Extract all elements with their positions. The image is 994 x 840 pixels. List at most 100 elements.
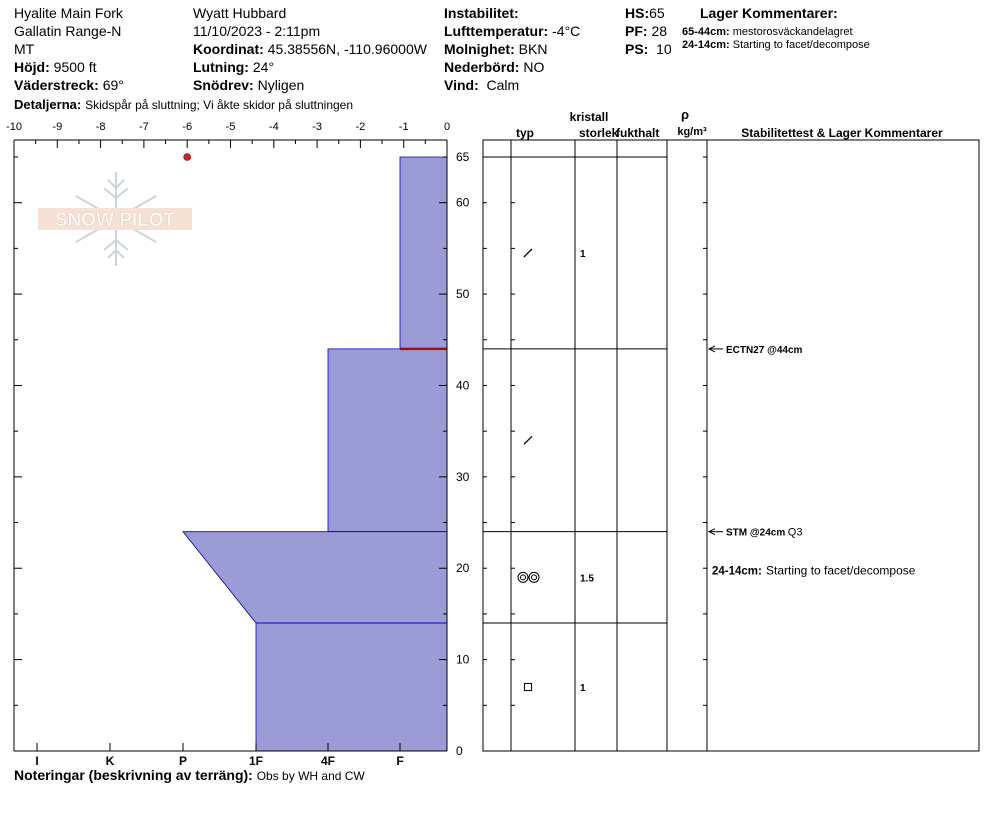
hardness-label: F [396,754,403,768]
rounded-grain-icon [520,574,526,581]
logo-text: SNOW PILOT [55,210,176,231]
hardness-layers [182,156,448,752]
temp-tick-label: -7 [139,121,149,133]
elevation-label: Höjd: [14,59,50,75]
slope-row: Lutning: 24° [193,59,274,75]
stability-header: Stabilitettest & Lager Kommentarer [741,126,943,140]
grid-frame [482,139,980,752]
layer-comment-text: mestorosväckandelagret [732,26,853,38]
notes-value: Obs by WH and CW [256,769,365,783]
coordinate-value: 45.38556N, -110.96000W [267,41,427,57]
temp-tick-label: -1 [399,121,409,133]
crystal-size-label: 1 [580,683,586,694]
test-arrow-head [707,528,716,536]
notes-label: Noteringar (beskrivning av terräng): [14,767,253,783]
precip-row: Nederbörd: NO [444,59,544,75]
density-symbol: ρ [681,107,689,122]
test-arrow-head [707,345,716,353]
rounded-grain-icon [517,571,529,583]
layer-comment-text: Starting to facet/decompose [732,39,870,51]
elevation-row: Höjd: 9500 ft [14,59,96,75]
hardness-label: P [179,754,187,768]
sky-row: Molnighet: BKN [444,41,547,57]
temp-tick-label: -6 [182,121,192,133]
type-header: typ [516,126,534,140]
rounded-grain-icon [531,574,537,581]
height-tick-label: 40 [456,378,470,392]
aspect-label: Väderstreck: [14,77,99,93]
temp-tick-label: -4 [269,121,279,133]
details-label: Detaljerna: [14,97,82,112]
coordinate-label: Koordinat: [193,41,264,57]
airtemp-value: -4°C [552,23,581,39]
pf-value: 28 [651,23,668,39]
ps-value: 10 [656,41,672,57]
hardness-label: 4F [321,754,335,768]
sky-label: Molnighet: [444,41,515,57]
hardness-label: I [35,754,38,768]
faceted-crystal-icon [524,683,532,692]
test-label: STM @24cm [726,528,785,539]
layer-comment-range: 24-14cm: [682,39,730,51]
height-tick-label: 10 [456,653,470,667]
airtemp-label: Lufttemperatur: [444,23,549,39]
temp-tick-label: -8 [96,121,106,133]
layer-comment-1: 65-44cm: mestorosväckandelagret [682,24,853,40]
slope-label: Lutning: [193,59,249,75]
airtemp-row: Lufttemperatur: -4°C [444,23,580,39]
stability-tests: ECTN27 @44cm STM @24cm Q3 24-14cm: Starting … [707,345,916,577]
hardness-layer [327,348,448,533]
drift-row: Snödrev: Nyligen [193,77,304,93]
moisture-header: fukthalt [616,126,659,140]
layer-grid: 11.51 [482,139,980,752]
hs-value: 65 [649,5,665,21]
hs-row: HS:65 [625,5,665,21]
pf-label: PF: [625,23,648,39]
coordinate-row: Koordinat: 45.38556N, -110.96000W [193,41,427,57]
hardness-label: K [106,754,115,768]
temp-tick-label: -5 [226,121,236,133]
hardness-label: 1F [249,754,263,768]
drift-label: Snödrev: [193,77,254,93]
hs-label: HS: [625,5,650,21]
ps-row: PS: 10 [625,41,672,57]
layer-comments-title: Lager Kommentarer: [700,5,838,21]
details-row: Detaljerna: Skidspår på sluttning; Vi åk… [14,96,353,113]
observer-name: Wyatt Hubbard [193,5,287,21]
temp-tick-label: 0 [444,121,450,133]
temp-tick-label: -2 [356,121,366,133]
precip-label: Nederbörd: [444,59,520,75]
pf-row: PF: 28 [625,23,667,39]
test-label: ECTN27 @44cm [726,345,803,356]
temp-point [183,153,191,161]
slope-value: 24° [252,59,275,75]
density-unit: kg/m³ [677,126,707,138]
temp-tick-label: -3 [312,121,322,133]
decomposing-icon [523,248,533,258]
snowpilot-logo: SNOW PILOT [38,172,192,266]
location-name: Hyalite Main Fork [14,5,123,21]
details-value: Skidspår på sluttning; Vi åkte skidor på… [85,98,354,112]
wind-value: Calm [486,77,520,93]
height-tick-label: 20 [456,561,470,575]
height-tick-label: 65 [456,150,470,164]
rounded-grain-icon [528,571,540,583]
height-tick-label: 30 [456,470,470,484]
wind-label: Vind: [444,77,479,93]
aspect-value: 69° [102,77,124,93]
layer-comment-2: 24-14cm: Starting to facet/decompose [682,37,870,53]
crystal-size-label: 1.5 [580,573,594,584]
hardness-layer [182,531,448,624]
observation-datetime: 11/10/2023 - 2:11pm [193,23,321,39]
decomposing-icon [523,435,533,445]
temp-tick-label: -10 [6,121,22,133]
height-tick-label: 60 [456,196,470,210]
test-extra: Q3 [788,527,803,539]
logo-banner [38,208,192,230]
aspect-row: Väderstreck: 69° [14,77,124,93]
hardness-layer [399,156,448,350]
profile-comment-text: Starting to facet/decompose [766,563,916,577]
wind-row: Vind: Calm [444,77,519,93]
